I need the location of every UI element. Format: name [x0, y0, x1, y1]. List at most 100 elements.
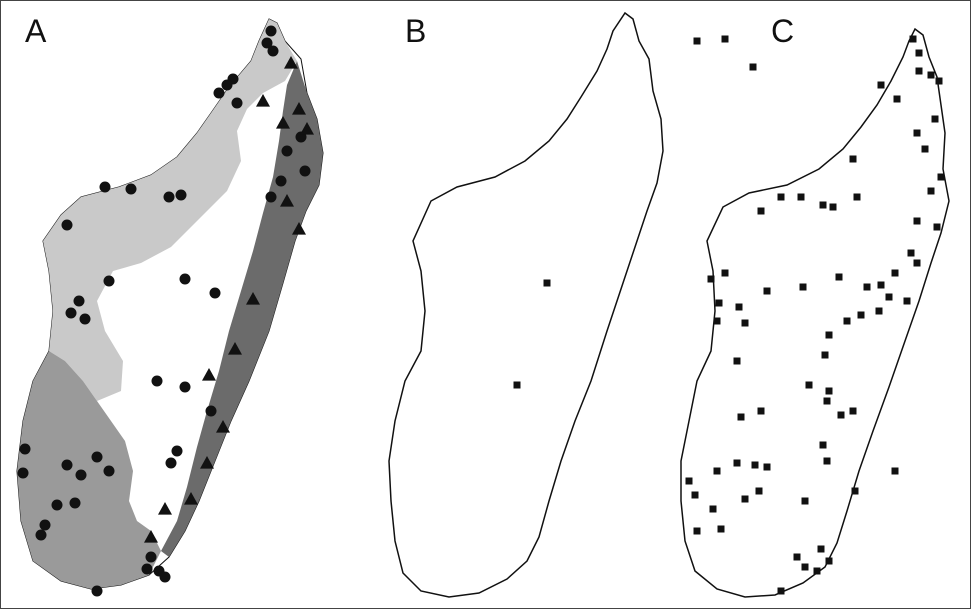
square-marker [933, 223, 941, 231]
square-marker [823, 397, 831, 405]
triangle-marker [158, 502, 172, 515]
circle-marker [79, 313, 91, 325]
circle-marker [299, 165, 311, 177]
square-marker [757, 207, 765, 215]
circle-marker [265, 191, 277, 203]
island-outline-c [680, 27, 950, 598]
square-marker [877, 81, 885, 89]
circle-marker [125, 183, 137, 195]
square-marker [823, 457, 831, 465]
square-marker [825, 331, 833, 339]
square-marker [685, 477, 693, 485]
square-marker [717, 525, 725, 533]
square-marker [849, 407, 857, 415]
square-marker [813, 567, 821, 575]
square-marker [713, 467, 721, 475]
square-marker [921, 145, 929, 153]
square-marker [735, 303, 743, 311]
square-marker [937, 173, 945, 181]
square-marker [805, 381, 813, 389]
circle-marker [163, 191, 175, 203]
square-marker [749, 63, 757, 71]
circle-marker [267, 45, 279, 57]
square-marker [915, 49, 923, 57]
triangle-marker [284, 56, 298, 69]
square-marker [835, 273, 843, 281]
panel-label-a: A [25, 13, 47, 49]
square-marker [797, 193, 805, 201]
square-marker [927, 71, 935, 79]
circle-marker [213, 87, 225, 99]
square-marker [751, 461, 759, 469]
square-marker [801, 563, 809, 571]
triangle-marker [202, 368, 216, 381]
square-marker [707, 275, 715, 283]
circle-marker [69, 497, 81, 509]
square-marker [913, 217, 921, 225]
panel-b-map [388, 11, 664, 598]
triangle-marker [256, 94, 270, 107]
circle-marker [103, 465, 115, 477]
circle-marker [61, 219, 73, 231]
circle-marker [179, 273, 191, 285]
square-marker [817, 545, 825, 553]
square-marker [903, 297, 911, 305]
circle-marker [281, 145, 293, 157]
region-mid-southwest [17, 351, 161, 589]
circle-marker [275, 175, 287, 187]
circle-marker [65, 307, 77, 319]
circle-marker [231, 97, 243, 109]
square-marker [721, 269, 729, 277]
triangle-marker [184, 492, 198, 505]
square-marker [733, 357, 741, 365]
square-marker [825, 387, 833, 395]
circle-marker [75, 469, 87, 481]
square-marker [763, 287, 771, 295]
circle-marker [221, 79, 233, 91]
circle-marker [51, 499, 63, 511]
square-marker [927, 187, 935, 195]
panel-label-b: B [405, 13, 427, 49]
square-marker [851, 487, 859, 495]
square-marker [755, 487, 763, 495]
square-marker [741, 319, 749, 327]
square-marker [721, 35, 729, 43]
square-marker [543, 279, 551, 287]
square-marker [885, 293, 893, 301]
square-marker [793, 553, 801, 561]
circle-marker [159, 571, 171, 583]
circle-marker [39, 519, 51, 531]
panel-c-map [680, 27, 950, 598]
circle-marker [151, 375, 163, 387]
region-light-north [43, 19, 297, 401]
square-marker [693, 37, 701, 45]
panel-a-markers [17, 25, 314, 597]
square-marker [819, 441, 827, 449]
circle-marker [99, 181, 111, 193]
triangle-marker [246, 292, 260, 305]
square-marker [837, 411, 845, 419]
circle-marker [141, 563, 153, 575]
panel-label-c: C [771, 13, 795, 49]
triangle-marker [228, 342, 242, 355]
circle-marker [73, 295, 85, 307]
triangle-marker [276, 116, 290, 129]
triangle-marker [280, 194, 294, 207]
square-marker [843, 317, 851, 325]
square-marker [763, 463, 771, 471]
square-marker [863, 283, 871, 291]
circle-marker [17, 467, 29, 479]
square-marker [875, 307, 883, 315]
triangle-marker [144, 530, 158, 543]
square-marker [709, 505, 717, 513]
triangle-marker [200, 456, 214, 469]
square-marker [801, 497, 809, 505]
square-marker [825, 557, 833, 565]
circle-marker [91, 585, 103, 597]
square-marker [891, 467, 899, 475]
square-marker [513, 381, 521, 389]
circle-marker [261, 37, 273, 49]
square-marker [737, 413, 745, 421]
